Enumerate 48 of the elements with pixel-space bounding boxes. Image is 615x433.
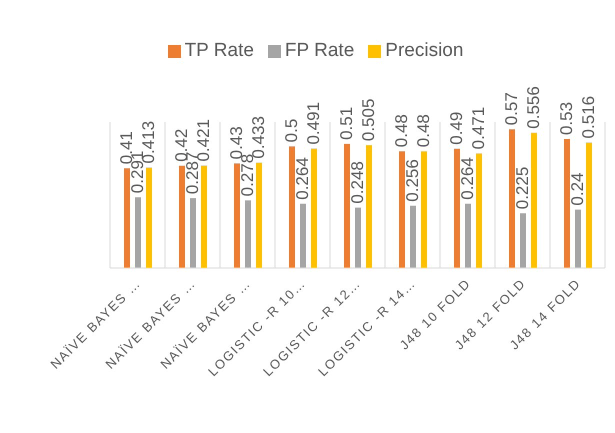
bar: [245, 200, 251, 268]
data-label: 0.264: [293, 157, 312, 200]
bar: [135, 197, 141, 268]
bar: [586, 142, 592, 268]
data-label: 0.556: [524, 86, 543, 129]
data-label: 0.505: [359, 98, 378, 142]
bar: [366, 145, 372, 268]
bar: [575, 210, 581, 268]
bar: [124, 168, 130, 268]
data-label: 0.57: [502, 92, 521, 126]
bar: [399, 151, 405, 268]
bar: [509, 129, 515, 268]
bar: [421, 151, 427, 268]
data-label: 0.471: [469, 106, 488, 150]
data-label: 0.491: [304, 102, 323, 145]
bar: [355, 208, 361, 268]
data-label: 0.225: [513, 166, 532, 210]
data-label: 0.48: [392, 114, 411, 148]
bar: [465, 204, 471, 268]
bar: [300, 204, 306, 268]
bar: [520, 213, 526, 268]
bar: [190, 198, 196, 268]
bar: [410, 206, 416, 268]
bar: [201, 166, 207, 268]
data-label: 0.49: [447, 112, 466, 145]
bar: [454, 148, 460, 268]
data-label: 0.264: [458, 157, 477, 200]
data-label: 0.24: [568, 172, 587, 206]
data-label: 0.256: [403, 159, 422, 202]
bar: [344, 144, 350, 268]
bar: [234, 163, 240, 268]
data-label: 0.248: [348, 161, 367, 204]
data-label: 0.51: [337, 106, 356, 140]
bar: [311, 148, 317, 268]
bar: [289, 146, 295, 268]
bar: [179, 166, 185, 268]
legend-label: TP Rate: [184, 40, 254, 62]
bar: [564, 139, 570, 268]
data-label: 0.516: [579, 96, 598, 138]
data-label: 0.48: [414, 114, 433, 148]
bar: [256, 162, 262, 268]
data-label: 0.5: [282, 118, 301, 142]
bar: [146, 168, 152, 268]
legend-label: FP Rate: [284, 40, 354, 62]
legend-label: Precision: [384, 40, 464, 62]
data-label: 0.53: [557, 102, 576, 136]
bar: [476, 153, 482, 268]
bar: [531, 132, 537, 268]
